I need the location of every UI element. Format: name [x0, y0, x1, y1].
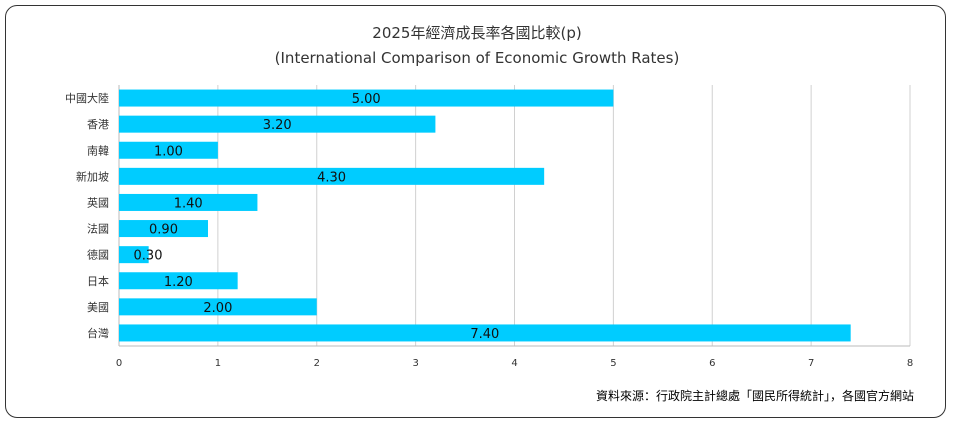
- data-label: 3.20: [263, 118, 292, 133]
- x-tick-label: 7: [808, 358, 814, 369]
- x-tick-label: 3: [412, 358, 418, 369]
- category-label: 中國大陸: [65, 91, 109, 105]
- bar: [119, 298, 317, 316]
- x-tick-label: 0: [116, 358, 122, 369]
- data-label: 1.00: [154, 144, 183, 159]
- data-label: 4.30: [317, 170, 346, 185]
- data-label: 0.30: [134, 249, 163, 264]
- category-label: 南韓: [87, 144, 109, 157]
- x-tick-label: 8: [907, 358, 913, 369]
- bar: [119, 89, 614, 107]
- x-tick-label: 1: [215, 358, 221, 369]
- data-label: 0.90: [149, 223, 178, 238]
- bar: [119, 220, 208, 238]
- x-tick-label: 6: [709, 358, 715, 369]
- chart-frame: [5, 5, 946, 418]
- bar: [119, 167, 545, 185]
- bar: [119, 141, 218, 159]
- x-tick-label: 2: [314, 358, 320, 369]
- data-label: 2.00: [203, 301, 232, 316]
- data-label: 7.40: [470, 327, 499, 342]
- x-tick-label: 4: [511, 358, 517, 369]
- category-label: 新加坡: [76, 169, 109, 183]
- category-label: 日本: [87, 274, 109, 288]
- source-note: 資料來源：行政院主計總處「國民所得統計」，各國官方網站: [595, 389, 914, 403]
- bar: [119, 115, 436, 133]
- category-label: 台灣: [87, 326, 109, 340]
- bar: [119, 272, 238, 290]
- chart-title: 2025年經濟成長率各國比較(p): [372, 24, 582, 42]
- category-label: 美國: [87, 301, 109, 314]
- bar: [119, 324, 851, 342]
- category-label: 法國: [87, 222, 109, 236]
- category-label: 香港: [87, 118, 109, 131]
- category-label: 英國: [87, 195, 109, 209]
- data-label: 1.20: [164, 275, 193, 290]
- data-label: 5.00: [352, 92, 381, 107]
- x-tick-label: 5: [610, 358, 616, 369]
- chart-subtitle: (International Comparison of Economic Gr…: [274, 49, 680, 67]
- bar: [119, 246, 149, 264]
- data-label: 1.40: [174, 196, 203, 211]
- category-label: 德國: [87, 248, 109, 262]
- bar: [119, 193, 258, 211]
